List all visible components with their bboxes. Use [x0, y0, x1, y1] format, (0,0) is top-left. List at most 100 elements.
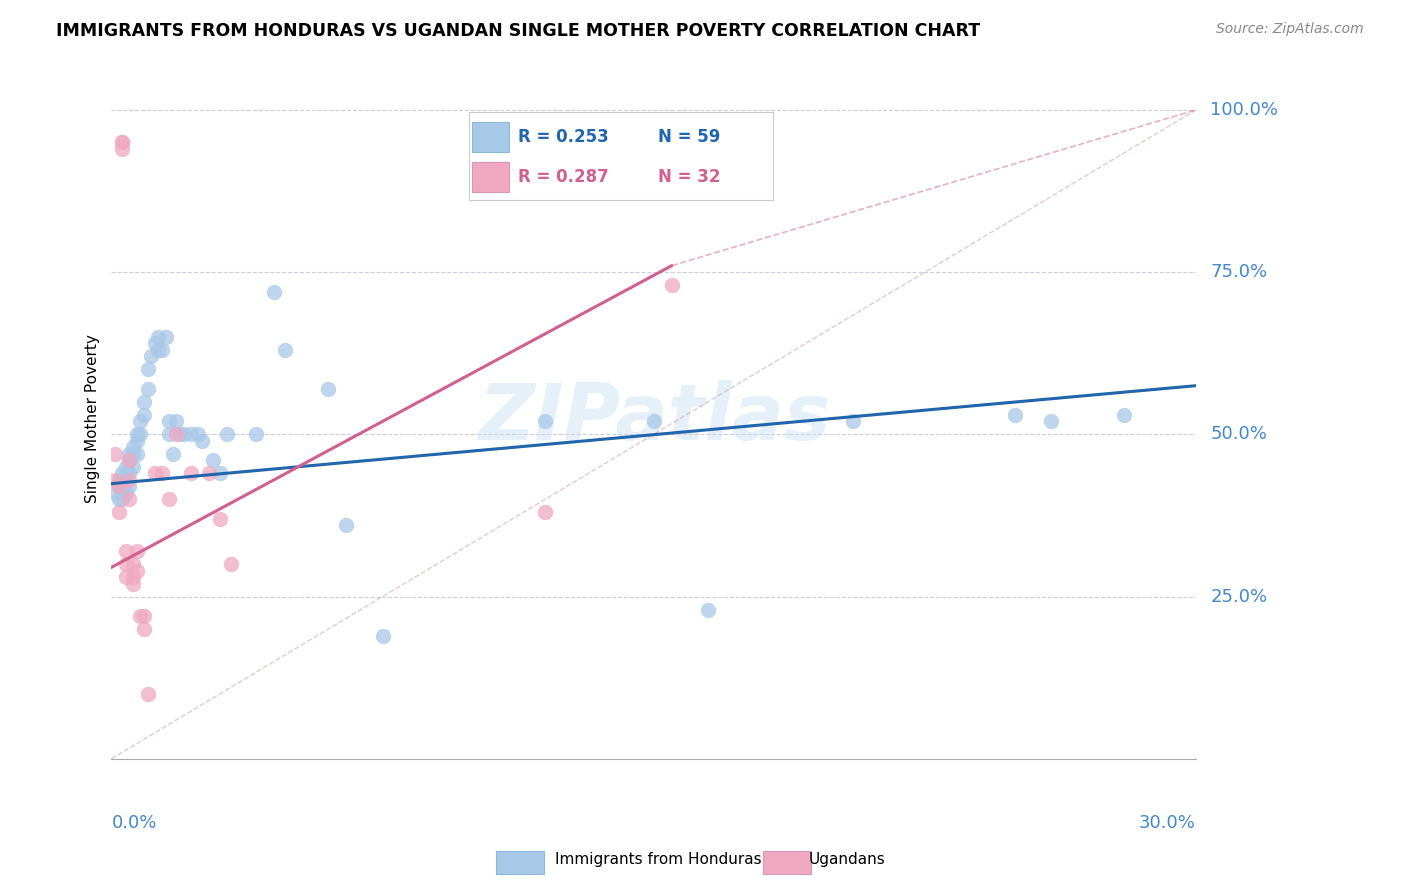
Point — [122, 459, 145, 474]
Point — [111, 136, 134, 150]
Point — [111, 473, 134, 487]
Point — [111, 485, 134, 500]
Text: IMMIGRANTS FROM HONDURAS VS UGANDAN SINGLE MOTHER POVERTY CORRELATION CHART: IMMIGRANTS FROM HONDURAS VS UGANDAN SING… — [56, 22, 980, 40]
Point — [115, 467, 138, 481]
Point — [136, 687, 159, 701]
Point — [141, 350, 163, 364]
Point — [118, 467, 141, 481]
Point — [115, 473, 138, 487]
Point — [143, 336, 166, 351]
Point — [180, 427, 202, 442]
Point — [1004, 408, 1026, 422]
Point — [155, 330, 177, 344]
Point — [191, 434, 214, 448]
Point — [125, 564, 148, 578]
Point — [122, 557, 145, 571]
Point — [150, 467, 173, 481]
Point — [132, 609, 155, 624]
Point — [111, 467, 134, 481]
Point — [104, 447, 127, 461]
Point — [115, 485, 138, 500]
Point — [166, 427, 188, 442]
Point — [148, 343, 170, 357]
Point — [107, 505, 129, 519]
Point — [371, 628, 394, 642]
Point — [1040, 414, 1063, 428]
Point — [125, 447, 148, 461]
Point — [201, 453, 224, 467]
Point — [122, 576, 145, 591]
Point — [132, 622, 155, 636]
Point — [118, 473, 141, 487]
Text: 100.0%: 100.0% — [1211, 101, 1278, 119]
Point — [132, 395, 155, 409]
Point — [125, 427, 148, 442]
Point — [132, 408, 155, 422]
Point — [129, 427, 152, 442]
Point — [118, 479, 141, 493]
Point — [115, 544, 138, 558]
Text: 75.0%: 75.0% — [1211, 263, 1268, 281]
Point — [198, 467, 221, 481]
Point — [274, 343, 297, 357]
Point — [157, 492, 180, 507]
Text: Ugandans: Ugandans — [808, 852, 886, 867]
Point — [111, 136, 134, 150]
Y-axis label: Single Mother Poverty: Single Mother Poverty — [86, 334, 100, 502]
Point — [111, 142, 134, 156]
Point — [148, 330, 170, 344]
Point — [122, 440, 145, 454]
Point — [697, 602, 720, 616]
Point — [107, 479, 129, 493]
Text: Source: ZipAtlas.com: Source: ZipAtlas.com — [1216, 22, 1364, 37]
Point — [118, 453, 141, 467]
Point — [107, 492, 129, 507]
Point — [115, 570, 138, 584]
Point — [217, 427, 239, 442]
Point — [534, 505, 557, 519]
Point — [118, 492, 141, 507]
Point — [107, 473, 129, 487]
Point — [150, 343, 173, 357]
Point — [104, 485, 127, 500]
Point — [118, 447, 141, 461]
Text: ZIPatlas: ZIPatlas — [478, 380, 830, 456]
Point — [122, 447, 145, 461]
Point — [107, 479, 129, 493]
Point — [118, 453, 141, 467]
Point — [125, 544, 148, 558]
Point — [129, 609, 152, 624]
Text: 0.0%: 0.0% — [111, 814, 157, 832]
Point — [219, 557, 242, 571]
Point — [143, 467, 166, 481]
Point — [661, 278, 683, 293]
Text: 50.0%: 50.0% — [1211, 425, 1267, 443]
Point — [180, 467, 202, 481]
Point — [136, 362, 159, 376]
Point — [245, 427, 267, 442]
Point — [125, 434, 148, 448]
Point — [263, 285, 285, 299]
Point — [534, 414, 557, 428]
Point — [169, 427, 191, 442]
Point — [335, 518, 357, 533]
Point — [187, 427, 209, 442]
Point — [208, 512, 231, 526]
Point — [208, 467, 231, 481]
Text: 30.0%: 30.0% — [1139, 814, 1197, 832]
Point — [157, 414, 180, 428]
Point — [841, 414, 863, 428]
Point — [173, 427, 195, 442]
Point — [115, 557, 138, 571]
Text: Immigrants from Honduras: Immigrants from Honduras — [555, 852, 762, 867]
Text: 25.0%: 25.0% — [1211, 588, 1268, 606]
Point — [104, 473, 127, 487]
Point — [136, 382, 159, 396]
Point — [166, 414, 188, 428]
Point — [129, 414, 152, 428]
Point — [162, 447, 184, 461]
Point — [1112, 408, 1135, 422]
Point — [643, 414, 665, 428]
Point — [318, 382, 340, 396]
Point — [115, 459, 138, 474]
